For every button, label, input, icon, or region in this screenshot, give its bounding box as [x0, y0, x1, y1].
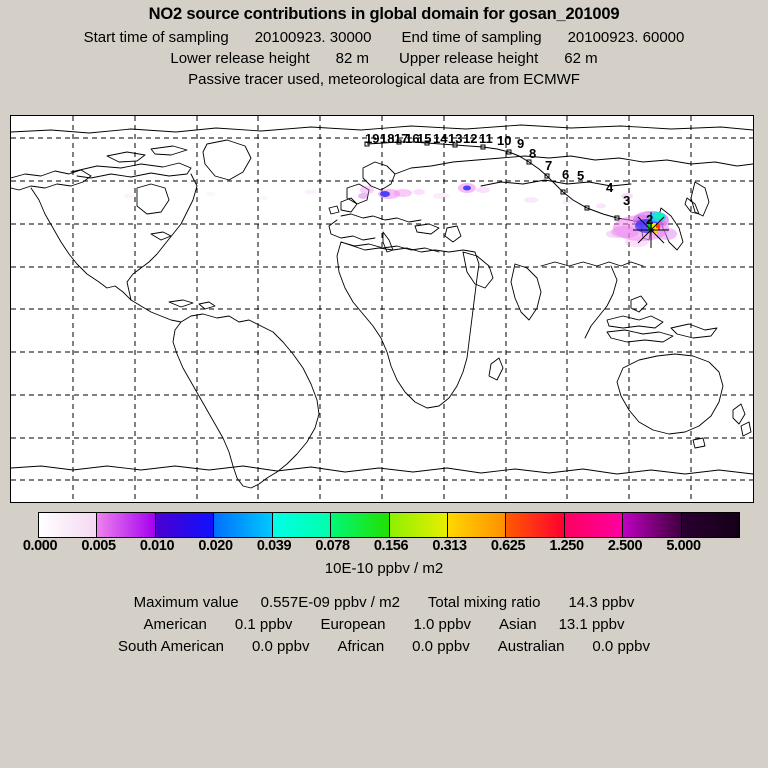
trajectory-label-18: 18: [380, 131, 395, 146]
global-map[interactable]: 19 18 17 16 15 14 13 12 11 10 9 8 7 6 5 4 3 2: [10, 115, 754, 503]
upper-release-value: 62 m: [564, 50, 598, 67]
plume-scattered: [124, 189, 633, 209]
total-mixing-ratio-label: Total mixing ratio: [427, 594, 541, 611]
region-name-european: European: [320, 616, 386, 633]
colorbar-band-1: [97, 513, 156, 537]
colorbar-band-2: [155, 513, 215, 537]
colorbar-band-11: [681, 513, 740, 537]
sampling-time-row: Start time of sampling 20100923. 30000 E…: [0, 27, 768, 48]
region-name-american: American: [143, 616, 207, 633]
colorbar-tick-10: 2.500: [607, 538, 643, 554]
colorbar-unit-label: 10E-10 ppbv / m2: [324, 560, 444, 577]
trajectory-label-15: 15: [417, 131, 432, 146]
trajectory-label-16: 16: [405, 131, 420, 146]
colorbar-tick-5: 0.078: [315, 538, 350, 554]
colorbar-band-5: [331, 513, 390, 537]
colorbar-tick-7: 0.313: [432, 538, 467, 554]
region-row-1: American 0.1 ppbv European 1.0 ppbv Asia…: [0, 614, 768, 636]
region-name-asian: Asian: [499, 616, 537, 633]
region-value-african: 0.0 ppbv: [412, 638, 470, 655]
trajectory-label-2: 2: [646, 212, 654, 227]
colorbar-tick-0: 0.000: [22, 538, 58, 554]
colorbar-band-8: [506, 513, 565, 537]
region-value-south-american: 0.0 ppbv: [251, 638, 310, 655]
region-value-american: 0.1 ppbv: [234, 616, 293, 633]
trajectory-label-7: 7: [545, 158, 553, 173]
trajectory-label-8: 8: [529, 146, 537, 161]
trajectory-label-12: 12: [463, 131, 478, 146]
region-row-2: South American 0.0 ppbv African 0.0 ppbv…: [0, 636, 768, 658]
region-name-south-american: South American: [118, 638, 224, 655]
colorbar-tick-labels: 0.000 0.005 0.010 0.020 0.039 0.078 0.156 0.313…: [0, 538, 768, 556]
colorbar-band-6: [389, 513, 448, 537]
max-total-row: Maximum value 0.557E-09 ppbv / m2 Total …: [0, 592, 768, 614]
trajectory-label-19: 19: [365, 131, 380, 146]
start-time-value: 20100923. 30000: [254, 29, 372, 46]
colorbar-tick-8: 0.625: [490, 538, 526, 554]
lower-release-label: Lower release height: [170, 50, 310, 67]
colorbar-tick-6: 0.156: [373, 538, 409, 554]
start-time-label: Start time of sampling: [83, 29, 229, 46]
page-title: NO2 source contributions in global domai…: [148, 5, 620, 23]
graticule: [11, 116, 753, 502]
colorbar-band-4: [272, 513, 332, 537]
trajectory-label-10: 10: [497, 133, 512, 148]
map-canvas: [11, 116, 753, 502]
region-name-african: African: [337, 638, 385, 655]
colorbar-band-0: [39, 513, 98, 537]
colorbar-band-9: [564, 513, 624, 537]
method-row: Passive tracer used, meteorological data…: [188, 71, 580, 88]
end-time-label: End time of sampling: [401, 29, 542, 46]
plume-europe: [358, 183, 490, 199]
region-value-australian: 0.0 ppbv: [592, 638, 650, 655]
statistics-panel: Maximum value 0.557E-09 ppbv / m2 Total …: [0, 592, 768, 658]
total-mixing-ratio-value: 14.3 ppbv: [568, 594, 635, 611]
colorbar-band-7: [447, 513, 507, 537]
trajectory-label-4: 4: [606, 180, 614, 195]
lower-release-value: 82 m: [335, 50, 369, 67]
colorbar-tick-3: 0.020: [198, 538, 233, 554]
trajectory-label-5: 5: [577, 168, 585, 183]
trajectory-label-14: 14: [433, 131, 448, 146]
end-time-value: 20100923. 60000: [567, 29, 685, 46]
trajectory-label-17: 17: [394, 131, 409, 146]
colorbar[interactable]: [38, 512, 740, 538]
colorbar-tick-4: 0.039: [256, 538, 292, 554]
trajectory-label-6: 6: [562, 167, 570, 182]
header: NO2 source contributions in global domai…: [0, 0, 768, 90]
region-value-european: 1.0 ppbv: [413, 616, 472, 633]
region-value-asian: 13.1 ppbv: [558, 616, 625, 633]
colorbar-tick-1: 0.005: [81, 538, 116, 554]
colorbar-tick-11: 5.000: [666, 538, 701, 554]
release-height-row: Lower release height 82 m Upper release …: [0, 48, 768, 69]
trajectory-label-3: 3: [623, 193, 631, 208]
max-value-label: Maximum value: [133, 594, 239, 611]
trajectory-label-11: 11: [479, 131, 493, 146]
coastlines: [11, 124, 753, 489]
colorbar-tick-2: 0.010: [139, 538, 175, 554]
release-site-marker: [633, 212, 669, 248]
upper-release-label: Upper release height: [399, 50, 539, 67]
region-name-australian: Australian: [497, 638, 565, 655]
max-value: 0.557E-09 ppbv / m2: [260, 594, 400, 611]
colorbar-tick-9: 1.250: [549, 538, 584, 554]
trajectory-label-9: 9: [517, 136, 525, 151]
trajectory-label-13: 13: [448, 131, 463, 146]
colorbar-band-10: [623, 513, 682, 537]
colorbar-band-3: [214, 513, 273, 537]
